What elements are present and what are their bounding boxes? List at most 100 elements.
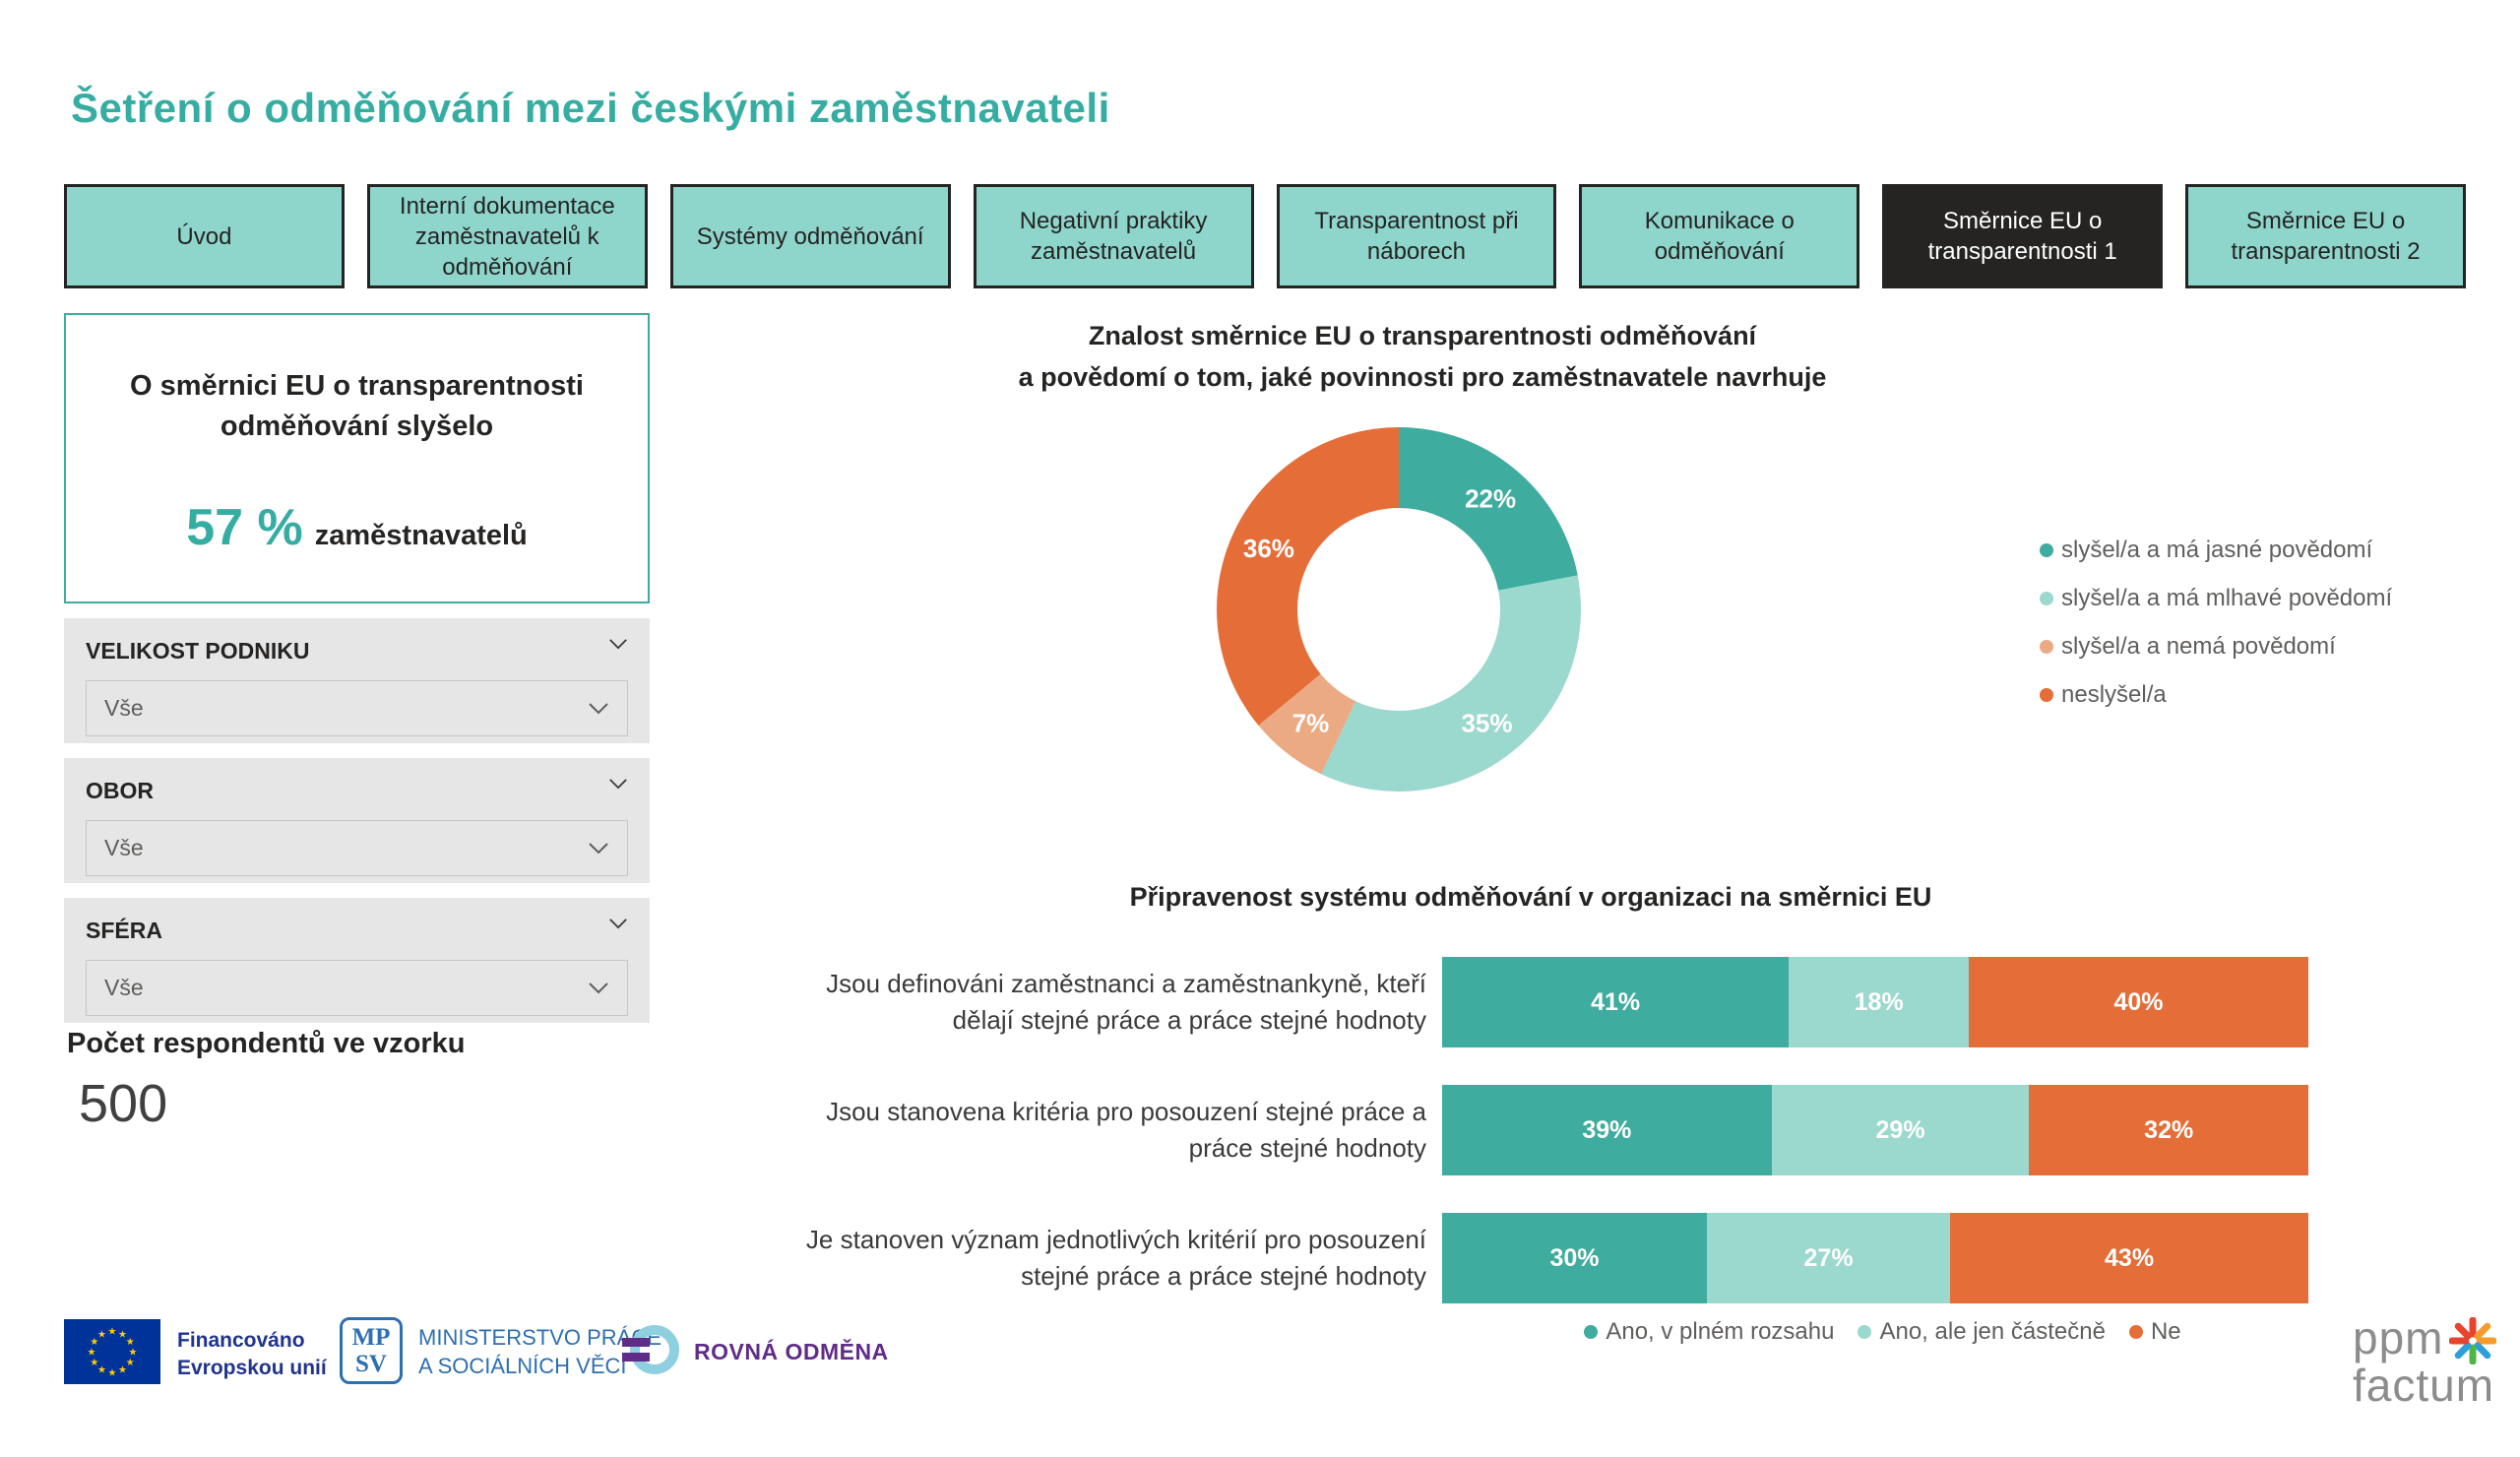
chevron-down-icon[interactable]: [608, 778, 628, 790]
legend-label: Ne: [2150, 1318, 2181, 1345]
infobox-value-row: 57 % zaměstnavatelů: [66, 498, 648, 557]
legend-item-neslysel-a[interactable]: neslyšel/a: [2040, 670, 2392, 719]
respondents-value: 500: [79, 1074, 168, 1133]
bar-chart: Jsou definováni zaměstnanci a zaměstnank…: [773, 957, 2308, 1341]
ppm-factum-logo: ppm factum: [2353, 1315, 2497, 1411]
donut-segment-neslysel-a[interactable]: [1217, 427, 1399, 726]
bar-segment-ne[interactable]: 43%: [1950, 1213, 2308, 1303]
bar-segment-ano-ale-jen-castecne[interactable]: 29%: [1771, 1085, 2030, 1175]
page-title: Šetření o odměňování mezi českými zaměst…: [71, 85, 1110, 131]
chevron-down-icon[interactable]: [588, 842, 609, 855]
filter-header: VELIKOST PODNIKU: [86, 638, 628, 665]
bar-row: Je stanoven význam jednotlivých kritérií…: [773, 1213, 2308, 1303]
legend-dot-icon: [2040, 591, 2053, 605]
mpsv-label: MINISTERSTVO PRÁCE A SOCIÁLNÍCH VĚCÍ: [418, 1323, 662, 1380]
legend-item-ano-v-plnem-rozsahu[interactable]: Ano, v plném rozsahu: [1584, 1315, 1834, 1349]
bar-track: 41% 18% 40%: [1442, 957, 2308, 1047]
tab-systemy-odmenovani[interactable]: Systémy odměňování: [669, 184, 951, 288]
bar-value-label: 40%: [2113, 987, 2164, 1016]
chevron-down-icon[interactable]: [608, 638, 628, 650]
chevron-down-icon[interactable]: [608, 918, 628, 929]
bar-chart-legend: Ano, v plném rozsahu Ano, ale jen částečn…: [1457, 1315, 2308, 1349]
filter-label: OBOR: [86, 778, 154, 803]
bar-segment-ne[interactable]: 32%: [2029, 1085, 2308, 1175]
rovna-odmena-label: ROVNÁ ODMĚNA: [694, 1339, 889, 1364]
svg-text:★: ★: [108, 1327, 117, 1338]
legend-label: slyšel/a a má jasné povědomí: [2061, 536, 2373, 563]
tab-interni-dokumentace-zamestnavatelu-k-odmenovani[interactable]: Interní dokumentace zaměstnavatelů k odm…: [366, 184, 648, 288]
svg-text:★: ★: [97, 1365, 106, 1376]
filter-card-velikost-podniku: VELIKOST PODNIKU Vše: [64, 618, 650, 743]
legend-item-ano-ale-jen-castecne[interactable]: Ano, ale jen částečně: [1858, 1315, 2106, 1349]
legend-label: Ano, v plném rozsahu: [1606, 1318, 1835, 1345]
footer: ★ ★ ★ ★ ★ ★ ★ ★ ★ ★ ★ ★ Financováno Evropskou unií …: [0, 1315, 2520, 1433]
filter-dropdown-obor[interactable]: Vše: [86, 820, 628, 876]
bar-value-label: 41%: [1591, 987, 1641, 1016]
legend-item-slysel-a-a-nema-povedomi[interactable]: slyšel/a a nemá povědomí: [2040, 622, 2392, 670]
svg-text:★: ★: [90, 1358, 98, 1368]
svg-text:★: ★: [118, 1365, 127, 1376]
bar-value-label: 18%: [1854, 987, 1904, 1016]
legend-dot-icon: [2040, 542, 2053, 557]
bar-value-label: 43%: [2105, 1243, 2155, 1272]
svg-text:★: ★: [118, 1329, 127, 1340]
legend-item-slysel-a-a-ma-jasne-povedomi[interactable]: slyšel/a a má jasné povědomí: [2040, 526, 2392, 574]
bar-value-label: 39%: [1582, 1115, 1632, 1144]
donut-chart-title: Znalost směrnice EU o transparentnosti o…: [935, 315, 1910, 398]
svg-text:★: ★: [90, 1337, 98, 1348]
tab-smernice-eu-o-transparentnosti-1[interactable]: Směrnice EU o transparentnosti 1: [1882, 184, 2164, 288]
svg-text:★: ★: [129, 1348, 138, 1359]
filter-selected-value: Vše: [104, 975, 144, 1000]
infobox-heading: O směrnici EU o transparentnosti odměňov…: [130, 370, 584, 442]
bar-chart-title: Připravenost systému odměňování v organi…: [1129, 882, 1932, 912]
tab-transparentnost-pri-naborech[interactable]: Transparentnost při náborech: [1276, 184, 1557, 288]
tab-komunikace-o-odmenovani[interactable]: Komunikace o odměňování: [1579, 184, 1860, 288]
filter-header: OBOR: [86, 778, 628, 804]
bar-segment-ano-ale-jen-castecne[interactable]: 18%: [1789, 957, 1970, 1047]
infobox-value: 57 %: [186, 499, 303, 556]
legend-dot-icon: [2128, 1325, 2143, 1339]
legend-dot-icon: [1584, 1325, 1599, 1339]
legend-dot-icon: [2040, 639, 2053, 654]
bar-segment-ano-v-plnem-rozsahu[interactable]: 41%: [1442, 957, 1790, 1047]
legend-dot-icon: [1858, 1325, 1872, 1339]
ppm-line2: factum: [2353, 1360, 2495, 1411]
chevron-down-icon[interactable]: [588, 702, 609, 715]
bar-segment-ne[interactable]: 40%: [1969, 957, 2308, 1047]
chevron-down-icon[interactable]: [588, 982, 609, 994]
bar-row: Jsou definováni zaměstnanci a zaměstnank…: [773, 957, 2308, 1047]
tab-uvod[interactable]: Úvod: [64, 184, 345, 288]
eu-flag-icon: ★ ★★★★★★★★★★★: [64, 1319, 160, 1384]
donut-chart-title-line1: Znalost směrnice EU o transparentnosti o…: [1088, 321, 1757, 350]
donut-legend: slyšel/a a má jasné povědomí slyšel/a a m…: [2040, 526, 2392, 719]
bar-segment-ano-ale-jen-castecne[interactable]: 27%: [1707, 1213, 1951, 1303]
eu-funding-line2: Evropskou unií: [177, 1357, 327, 1379]
rovna-circle: [630, 1325, 679, 1374]
donut-segment-slysel-a-a-ma-jasne-povedomi[interactable]: [1399, 427, 1578, 591]
bar-segment-ano-v-plnem-rozsahu[interactable]: 39%: [1442, 1085, 1772, 1175]
donut-segment-slysel-a-a-nema-povedomi[interactable]: [1258, 673, 1356, 775]
donut-value-label: 36%: [1243, 534, 1294, 563]
filter-label: SFÉRA: [86, 918, 162, 943]
bar-segment-ano-v-plnem-rozsahu[interactable]: 30%: [1442, 1213, 1707, 1303]
donut-segment-slysel-a-a-ma-mlhave-povedomi[interactable]: [1321, 575, 1581, 792]
respondents-label: Počet respondentů ve vzorku: [67, 1028, 466, 1059]
svg-text:★: ★: [108, 1368, 117, 1379]
mpsv-logo-icon: MP SV: [340, 1317, 403, 1384]
bar-row: Jsou stanovena kritéria pro posouzení st…: [773, 1085, 2308, 1175]
filter-label: VELIKOST PODNIKU: [86, 638, 310, 664]
bar-track: 30% 27% 43%: [1442, 1213, 2308, 1303]
tab-smernice-eu-o-transparentnosti-2[interactable]: Směrnice EU o transparentnosti 2: [2185, 184, 2466, 288]
filter-card-sfera: SFÉRA Vše: [64, 898, 650, 1023]
donut-chart: 22% 35% 7% 36%: [1217, 427, 1581, 792]
legend-item-ne[interactable]: Ne: [2128, 1315, 2181, 1349]
legend-label: Ano, ale jen částečně: [1879, 1318, 2106, 1345]
tab-negativni-praktiky-zamestnavatelu[interactable]: Negativní praktiky zaměstnavatelů: [973, 184, 1254, 288]
donut-value-label: 7%: [1292, 708, 1330, 737]
filter-dropdown-sfera[interactable]: Vše: [86, 960, 628, 1016]
legend-item-slysel-a-a-ma-mlhave-povedomi[interactable]: slyšel/a a má mlhavé povědomí: [2040, 574, 2392, 622]
rovna-odmena-logo-icon: [622, 1323, 679, 1380]
filter-dropdown-velikost-podniku[interactable]: Vše: [86, 680, 628, 736]
mpsv-initials-line2: SV: [355, 1351, 387, 1377]
